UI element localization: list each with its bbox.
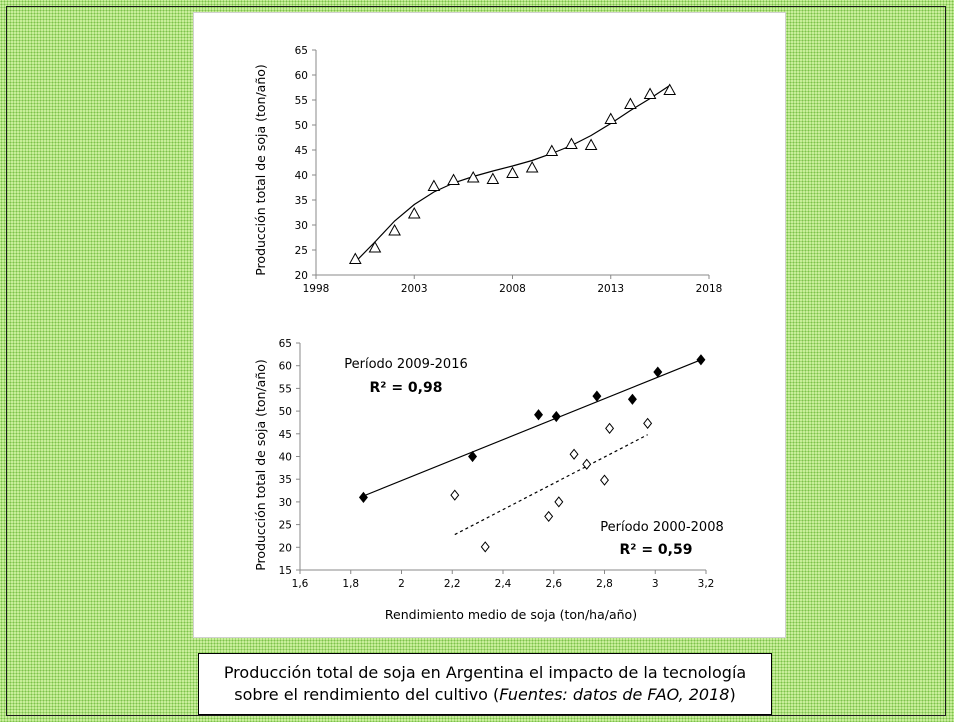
bottom-chart-xtick-label: 1,8 [342, 578, 359, 590]
top-chart-ytick-label: 55 [295, 95, 308, 107]
top-chart-point [447, 173, 460, 185]
top-chart-point [407, 206, 421, 219]
caption-line-2: sobre el rendimiento del cultivo (Fuente… [199, 684, 771, 706]
figure-caption: Producción total de soja en Argentina el… [198, 653, 772, 715]
annotation-2000-2008-r2: R² = 0,59 [620, 542, 693, 558]
top-chart-point [663, 83, 677, 95]
bottom-chart-xlabel: Rendimiento medio de soja (ton/ha/año) [385, 607, 637, 622]
bottom-chart-point-2000-2008 [554, 496, 564, 508]
annotation-2009-2016-label: Período 2009-2016 [344, 357, 467, 372]
top-chart-point [604, 112, 618, 124]
top-chart-point [427, 179, 441, 191]
top-chart-ytick-label: 20 [295, 270, 308, 282]
top-chart-xtick-label: 2018 [696, 283, 723, 295]
bottom-chart-point-2009-2016 [696, 354, 706, 366]
bottom-chart-xtick-label: 3,2 [698, 578, 715, 590]
charts-svg: Producción total de soja (ton/año) 20 25 3… [253, 45, 724, 622]
top-chart-ytick-label: 35 [295, 195, 308, 207]
bottom-chart-point-2000-2008 [600, 474, 609, 486]
top-chart-ytick-label: 45 [295, 145, 308, 157]
annotation-2000-2008-label: Período 2000-2008 [600, 520, 723, 535]
top-chart-ytick-label: 25 [295, 245, 308, 257]
top-chart-point [525, 160, 539, 173]
bottom-chart-ytick-label: 50 [279, 406, 292, 418]
bottom-chart-ytick-label: 60 [279, 361, 292, 373]
chart-panel: Producción total de soja (ton/año) 20 25 3… [193, 12, 786, 638]
top-chart-point [486, 172, 500, 184]
bottom-chart-trendline-2009-2016 [363, 359, 702, 497]
bottom-chart-point-2009-2016 [653, 366, 663, 378]
bottom-chart-xtick-label: 2,4 [495, 578, 512, 590]
bottom-chart: Producción total de soja (ton/año) Rendi… [253, 338, 724, 622]
top-chart-point [368, 240, 382, 253]
bottom-chart-point-2000-2008 [605, 422, 615, 434]
bottom-chart-point-2000-2008 [643, 417, 653, 429]
bottom-chart-point-2009-2016 [358, 491, 368, 503]
bottom-chart-point-2000-2008 [480, 541, 490, 553]
bottom-chart-xtick-label: 3 [652, 578, 659, 590]
top-chart: Producción total de soja (ton/año) 20 25 3… [253, 45, 722, 295]
top-chart-point [388, 223, 401, 236]
bottom-chart-point-2000-2008 [544, 510, 554, 523]
bottom-chart-ytick-label: 25 [279, 520, 292, 532]
top-chart-ylabel: Producción total de soja (ton/año) [253, 64, 268, 276]
top-chart-xtick-label: 2013 [597, 283, 624, 295]
bottom-chart-point-2009-2016 [627, 393, 637, 405]
top-chart-ytick-label: 50 [295, 120, 308, 132]
top-chart-trendline [354, 84, 671, 263]
bottom-chart-ytick-label: 30 [279, 497, 292, 509]
top-chart-point [643, 87, 657, 99]
bottom-chart-xtick-label: 1,6 [292, 578, 309, 590]
bottom-chart-point-2000-2008 [569, 448, 579, 460]
bottom-chart-ytick-label: 35 [279, 474, 292, 486]
top-chart-ytick-label: 40 [295, 170, 308, 182]
top-chart-ytick-label: 65 [295, 45, 308, 57]
caption-line-2-prefix: sobre el rendimiento del cultivo ( [234, 685, 500, 704]
top-chart-point [565, 137, 578, 149]
bottom-chart-ytick-label: 40 [279, 452, 292, 464]
bottom-chart-ytick-label: 15 [279, 565, 292, 577]
bottom-chart-ylabel: Producción total de soja (ton/año) [253, 359, 268, 571]
top-chart-point [348, 252, 362, 264]
top-chart-point [584, 138, 598, 150]
top-chart-point [545, 144, 559, 156]
top-chart-xtick-label: 2003 [401, 283, 428, 295]
bottom-chart-xtick-label: 2,2 [444, 578, 461, 590]
bottom-chart-point-2000-2008 [450, 489, 460, 501]
top-chart-ytick-label: 60 [295, 70, 308, 82]
bottom-chart-ytick-label: 45 [279, 429, 292, 441]
bottom-chart-trendline-2000-2008 [454, 434, 648, 536]
bottom-chart-ytick-label: 20 [279, 542, 292, 554]
bottom-chart-xtick-label: 2 [398, 578, 405, 590]
top-chart-xtick-label: 2008 [499, 283, 526, 295]
bottom-chart-point-2009-2016 [592, 390, 602, 402]
caption-line-2-source: Fuentes: datos de FAO, 2018 [499, 685, 730, 704]
bottom-chart-point-2000-2008 [582, 458, 592, 470]
caption-line-1: Producción total de soja en Argentina el… [223, 663, 747, 682]
bottom-chart-xtick-label: 2,6 [545, 578, 562, 590]
annotation-2009-2016-r2: R² = 0,98 [370, 380, 443, 396]
top-chart-xtick-label: 1998 [303, 283, 330, 295]
bottom-chart-point-2009-2016 [551, 410, 561, 423]
bottom-chart-point-2009-2016 [534, 409, 544, 421]
caption-line-2-suffix: ) [729, 685, 736, 704]
top-chart-ytick-label: 30 [295, 220, 308, 232]
slide-frame [6, 6, 946, 716]
top-chart-point [624, 97, 637, 109]
bottom-chart-point-2009-2016 [468, 450, 478, 463]
top-chart-point [506, 166, 519, 178]
bottom-chart-ytick-label: 55 [279, 383, 292, 395]
top-chart-point [466, 170, 480, 183]
bottom-chart-xtick-label: 2,8 [596, 578, 613, 590]
bottom-chart-ytick-label: 65 [279, 338, 292, 350]
